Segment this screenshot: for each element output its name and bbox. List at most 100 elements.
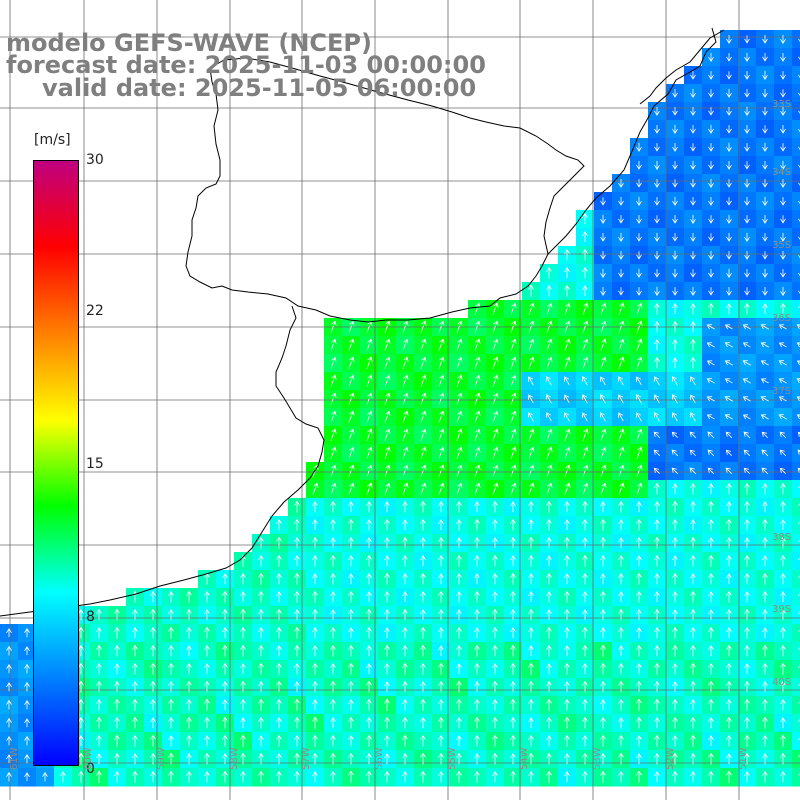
wind-arrow bbox=[438, 536, 444, 549]
wind-arrow bbox=[510, 464, 517, 477]
wind-arrow bbox=[42, 771, 48, 782]
wind-arrow bbox=[474, 320, 481, 333]
wind-arrow bbox=[780, 215, 786, 224]
wind-cell bbox=[792, 642, 800, 661]
wind-arrow bbox=[330, 644, 336, 657]
wind-arrow bbox=[348, 446, 355, 459]
wind-arrow bbox=[744, 608, 750, 621]
wind-arrow bbox=[114, 716, 120, 729]
wind-arrow bbox=[600, 446, 607, 459]
wind-arrow bbox=[438, 645, 444, 657]
wind-arrow bbox=[744, 124, 750, 134]
wind-arrow bbox=[780, 680, 786, 693]
wind-arrow bbox=[654, 734, 660, 747]
wind-arrow bbox=[438, 446, 445, 459]
wind-arrow bbox=[618, 608, 624, 621]
wind-arrow bbox=[492, 752, 498, 765]
wind-arrow bbox=[528, 591, 534, 603]
wind-arrow bbox=[438, 356, 445, 369]
wind-cell bbox=[792, 102, 800, 121]
wind-arrow bbox=[672, 518, 678, 531]
wind-arrow bbox=[456, 410, 463, 423]
lon-label: 59W bbox=[156, 747, 167, 770]
wind-arrow bbox=[796, 360, 800, 366]
wind-arrow bbox=[294, 555, 300, 567]
wind-arrow bbox=[690, 143, 696, 152]
wind-arrow bbox=[778, 342, 787, 348]
wind-arrow bbox=[725, 467, 733, 475]
wind-arrow bbox=[780, 178, 786, 188]
wind-arrow bbox=[276, 626, 282, 639]
wind-arrow bbox=[564, 590, 570, 603]
wind-arrow bbox=[384, 464, 391, 477]
wind-arrow bbox=[312, 680, 318, 693]
wind-cell bbox=[792, 390, 800, 409]
wind-arrow bbox=[726, 214, 732, 224]
wind-arrow bbox=[168, 770, 174, 783]
wind-arrow bbox=[654, 698, 660, 711]
wind-arrow bbox=[402, 554, 408, 567]
wind-arrow bbox=[744, 143, 750, 152]
title-valid-date: valid date: 2025-11-05 06:00:00 bbox=[42, 74, 477, 102]
wind-arrow bbox=[402, 320, 409, 333]
wind-arrow bbox=[258, 698, 264, 711]
wind-arrow bbox=[762, 483, 768, 495]
wind-arrow bbox=[528, 482, 535, 495]
wind-arrow bbox=[420, 644, 426, 657]
wind-arrow bbox=[780, 232, 786, 242]
wind-arrow bbox=[384, 410, 391, 423]
wind-arrow bbox=[330, 374, 337, 387]
wind-arrow bbox=[600, 770, 606, 783]
wind-arrow bbox=[474, 590, 480, 603]
lon-label: 51W bbox=[738, 747, 749, 770]
wind-arrow bbox=[708, 124, 714, 134]
wind-arrow bbox=[636, 268, 642, 278]
wind-arrow bbox=[258, 770, 264, 783]
wind-arrow bbox=[779, 431, 787, 439]
wind-arrow bbox=[672, 394, 678, 404]
wind-arrow bbox=[402, 752, 408, 765]
wind-arrow bbox=[204, 680, 210, 693]
wind-arrow bbox=[600, 680, 606, 693]
wind-arrow bbox=[204, 609, 210, 621]
wind-arrow bbox=[744, 482, 750, 495]
wind-arrow bbox=[420, 555, 426, 567]
wind-arrow bbox=[796, 378, 800, 384]
wind-cell bbox=[792, 534, 800, 553]
wind-arrow bbox=[798, 574, 800, 578]
wind-arrow bbox=[636, 446, 643, 459]
wind-arrow bbox=[546, 446, 553, 459]
wind-arrow bbox=[456, 752, 462, 765]
wind-arrow bbox=[672, 250, 678, 260]
wind-arrow bbox=[528, 608, 534, 621]
wind-arrow bbox=[366, 770, 372, 783]
wind-arrow bbox=[384, 609, 390, 621]
wind-arrow bbox=[546, 590, 552, 603]
wind-arrow bbox=[546, 464, 553, 477]
wind-arrow bbox=[798, 556, 800, 561]
wind-arrow bbox=[564, 284, 570, 297]
wind-arrow bbox=[672, 196, 678, 206]
wind-arrow bbox=[528, 770, 534, 783]
wind-arrow bbox=[510, 734, 516, 747]
wind-arrow bbox=[760, 360, 769, 366]
wind-arrow bbox=[78, 752, 84, 765]
wind-arrow bbox=[726, 753, 732, 765]
wind-arrow bbox=[778, 324, 787, 330]
wind-arrow bbox=[672, 644, 678, 657]
wind-arrow bbox=[528, 698, 534, 711]
wind-arrow bbox=[510, 590, 516, 603]
wind-arrow bbox=[600, 644, 606, 657]
wind-arrow bbox=[510, 302, 517, 315]
wind-arrow bbox=[114, 734, 120, 747]
wind-arrow bbox=[689, 412, 696, 422]
wind-cell bbox=[792, 660, 800, 679]
wind-arrow bbox=[690, 214, 696, 224]
wind-arrow bbox=[330, 554, 336, 567]
wind-arrow bbox=[618, 287, 624, 296]
wind-arrow bbox=[780, 770, 786, 783]
wind-arrow bbox=[366, 537, 372, 549]
wind-arrow bbox=[348, 428, 355, 441]
wind-arrow bbox=[294, 644, 300, 657]
wind-arrow bbox=[528, 645, 534, 657]
